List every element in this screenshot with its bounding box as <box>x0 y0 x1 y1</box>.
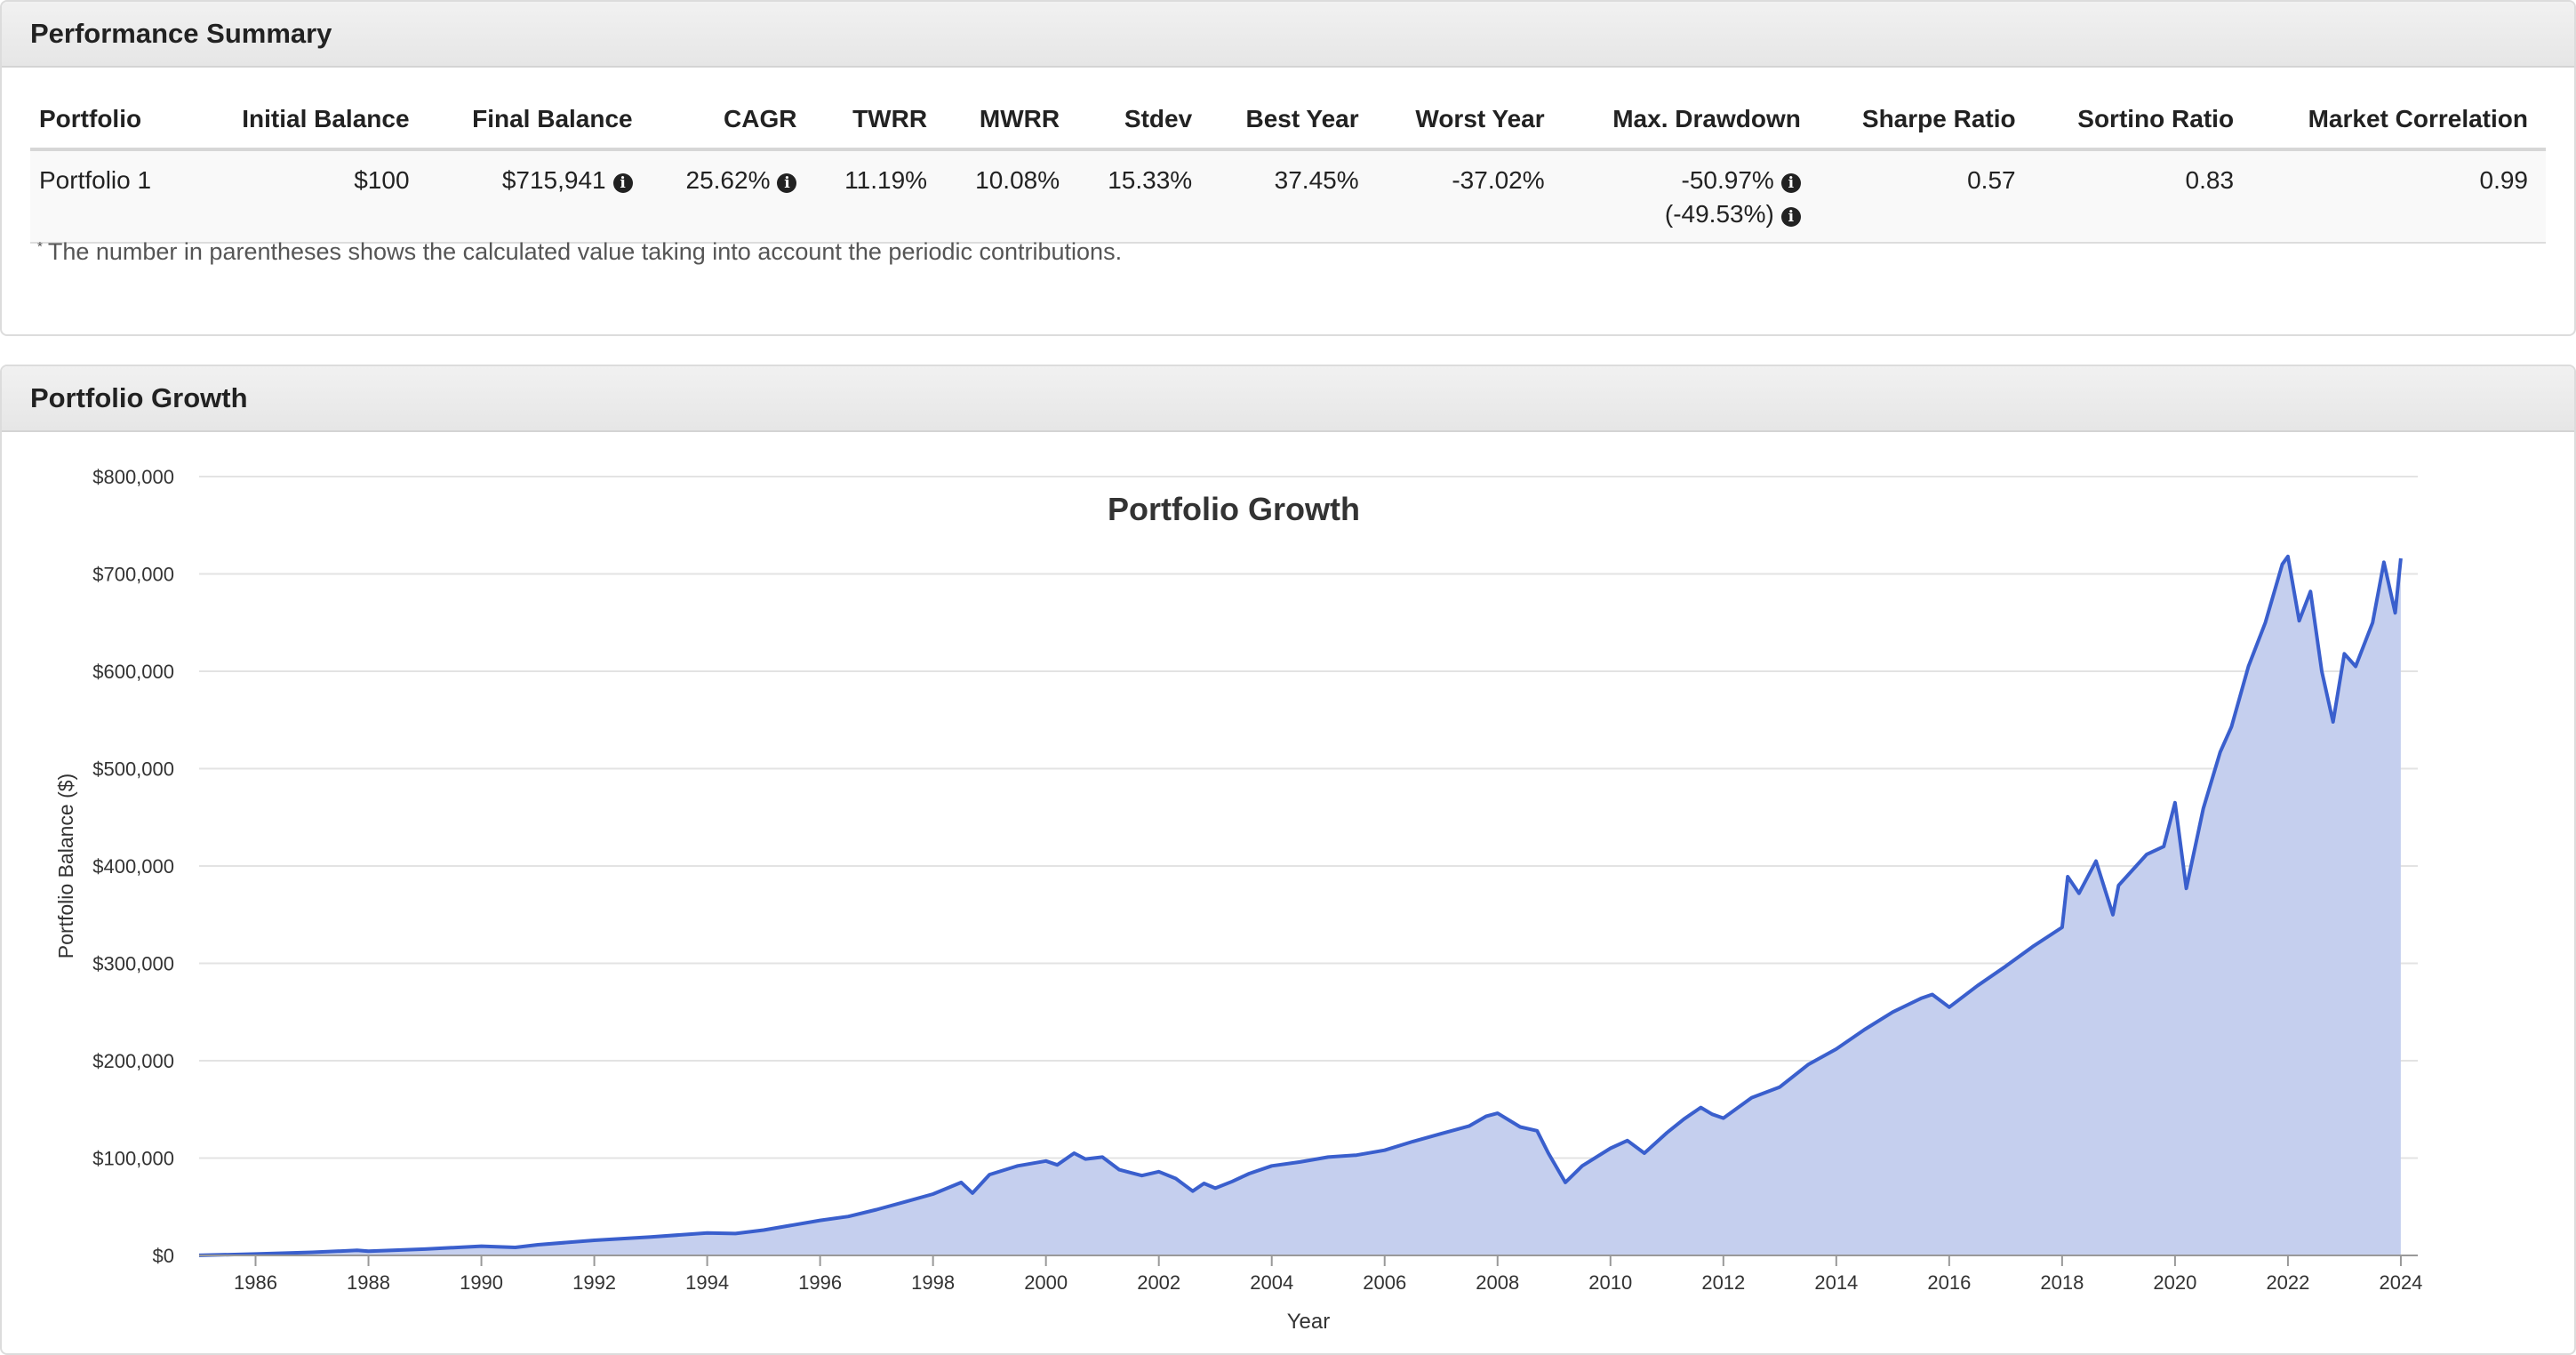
performance-summary-panel: Performance Summary Portfolio Initial Ba… <box>0 0 2576 336</box>
max-drawdown-line: -50.97% i <box>1572 164 1801 197</box>
y-axis-title: Portfolio Balance ($) <box>54 774 77 958</box>
x-tick-label: 1996 <box>798 1271 842 1294</box>
x-tick-label: 1990 <box>460 1271 503 1294</box>
x-tick-label: 2016 <box>1927 1271 1971 1294</box>
cell-twrr: 11.19% <box>814 149 946 244</box>
footnote: * The number in parentheses shows the cal… <box>37 238 1122 266</box>
col-twrr: TWRR <box>814 92 946 151</box>
y-tick-label: $300,000 <box>92 953 174 975</box>
max-drawdown-contrib-value: (-49.53%) <box>1664 200 1774 228</box>
cell-best-year: 37.45% <box>1210 149 1377 244</box>
cell-stdev: 15.33% <box>1077 149 1211 244</box>
cell-cagr: 25.62% i <box>650 149 815 244</box>
y-tick-label: $800,000 <box>92 466 174 488</box>
portfolio-growth-panel-title: Portfolio Growth <box>2 366 2574 432</box>
col-market-correlation: Market Correlation <box>2252 92 2546 151</box>
y-tick-label: $200,000 <box>92 1050 174 1072</box>
cell-sortino-ratio: 0.83 <box>2033 149 2252 244</box>
x-axis-title: Year <box>1287 1310 1331 1334</box>
info-circle-icon[interactable]: i <box>1780 173 1801 193</box>
table-header-row: Portfolio Initial Balance Final Balance … <box>30 92 2546 151</box>
x-tick-label: 1992 <box>572 1271 616 1294</box>
x-tick-label: 1994 <box>685 1271 729 1294</box>
portfolio-growth-chart: Portfolio Growth $0 $100,000 $200,000 $300,0… <box>54 466 2422 1334</box>
table-row: Portfolio 1 $100 $715,941 i 25.62% i 11.19… <box>30 149 2546 244</box>
final-balance-value: $715,941 <box>501 166 606 194</box>
y-tick-label: $700,000 <box>92 564 174 586</box>
col-stdev: Stdev <box>1077 92 1211 151</box>
cell-sharpe-ratio: 0.57 <box>1818 149 2034 244</box>
cell-worst-year: -37.02% <box>1376 149 1563 244</box>
performance-summary-title: Performance Summary <box>2 2 2574 68</box>
y-tick-label: $500,000 <box>92 758 174 781</box>
col-sharpe-ratio: Sharpe Ratio <box>1818 92 2034 151</box>
x-tick-label: 2018 <box>2040 1271 2084 1294</box>
info-circle-icon[interactable]: i <box>777 173 797 193</box>
footnote-text: The number in parentheses shows the calc… <box>47 238 1123 265</box>
series-line <box>198 554 2403 1257</box>
series-area <box>199 556 2401 1255</box>
cell-portfolio: Portfolio 1 <box>30 149 196 244</box>
x-tick-label: 2006 <box>1363 1271 1406 1294</box>
info-circle-icon[interactable]: i <box>1780 207 1801 227</box>
chart-title: Portfolio Growth <box>1108 491 1360 527</box>
col-final-balance: Final Balance <box>427 92 651 151</box>
y-tick-label: $100,000 <box>92 1148 174 1170</box>
x-tick-label: 2012 <box>1701 1271 1745 1294</box>
y-tick-label: $0 <box>153 1245 174 1267</box>
cell-mwrr: 10.08% <box>945 149 1078 244</box>
y-tick-label: $600,000 <box>92 661 174 683</box>
col-mwrr: MWRR <box>945 92 1078 151</box>
cell-market-correlation: 0.99 <box>2252 149 2546 244</box>
col-worst-year: Worst Year <box>1376 92 1563 151</box>
x-tick-label: 2004 <box>1250 1271 1293 1294</box>
x-tick-label: 2002 <box>1137 1271 1180 1294</box>
x-tick-label: 2008 <box>1476 1271 1519 1294</box>
x-tick-label: 2022 <box>2266 1271 2309 1294</box>
cagr-value: 25.62% <box>685 166 771 194</box>
x-tick-label: 1988 <box>347 1271 390 1294</box>
col-portfolio: Portfolio <box>30 92 196 151</box>
info-circle-icon[interactable]: i <box>612 173 633 193</box>
x-tick-label: 2010 <box>1588 1271 1632 1294</box>
max-drawdown-value: -50.97% <box>1681 166 1774 194</box>
x-tick-label: 2000 <box>1024 1271 1068 1294</box>
cell-initial-balance: $100 <box>196 149 428 244</box>
max-drawdown-contrib-line: (-49.53%) i <box>1572 197 1801 231</box>
x-tick-label: 2020 <box>2153 1271 2196 1294</box>
footnote-mark: * <box>37 239 43 254</box>
performance-table: Portfolio Initial Balance Final Balance … <box>30 92 2546 244</box>
col-sortino-ratio: Sortino Ratio <box>2033 92 2252 151</box>
x-tick-label: 1998 <box>911 1271 955 1294</box>
y-tick-label: $400,000 <box>92 855 174 878</box>
col-max-drawdown: Max. Drawdown <box>1562 92 1819 151</box>
x-tick-label: 2024 <box>2379 1271 2422 1294</box>
x-tick-label: 1986 <box>234 1271 277 1294</box>
cell-max-drawdown: -50.97% i (-49.53%) i <box>1562 149 1819 244</box>
cell-final-balance: $715,941 i <box>427 149 651 244</box>
col-cagr: CAGR <box>650 92 815 151</box>
portfolio-growth-panel: Portfolio Growth Portfolio Growth $0 $100,… <box>0 365 2576 1355</box>
col-best-year: Best Year <box>1210 92 1377 151</box>
col-initial-balance: Initial Balance <box>196 92 428 151</box>
x-tick-label: 2014 <box>1814 1271 1858 1294</box>
